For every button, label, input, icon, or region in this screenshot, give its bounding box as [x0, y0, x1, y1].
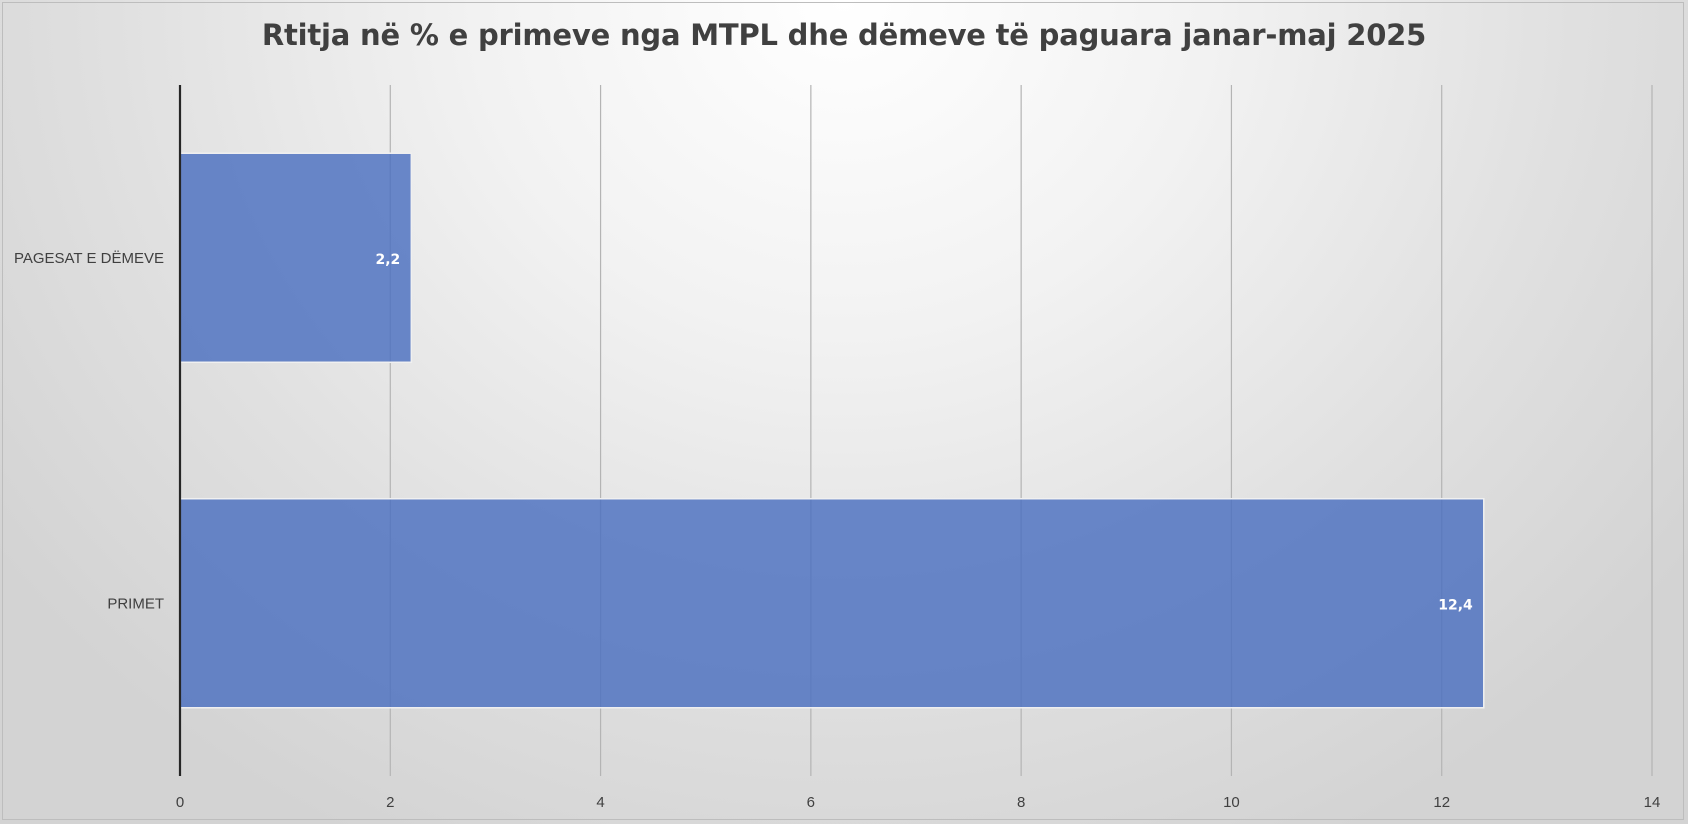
chart-title: Rtitja në % e primeve nga MTPL dhe dëmev… — [261, 18, 1427, 52]
x-tick-label: 14 — [1644, 794, 1661, 811]
data-label: 12,4 — [1438, 597, 1473, 613]
x-tick-label: 8 — [1017, 794, 1025, 811]
bar-pagesat-e-demeve — [179, 152, 413, 364]
category-label: PAGESAT E DËMEVE — [14, 250, 164, 267]
x-tick-label: 12 — [1433, 794, 1450, 811]
bar-primet — [179, 497, 1485, 709]
x-tick-label: 4 — [596, 794, 604, 811]
category-label: PRIMET — [107, 595, 164, 612]
x-tick-label: 0 — [176, 794, 184, 811]
x-tick-label: 10 — [1223, 794, 1240, 811]
data-label: 2,2 — [376, 252, 401, 268]
x-tick-label: 2 — [386, 794, 394, 811]
x-tick-label: 6 — [807, 794, 815, 811]
